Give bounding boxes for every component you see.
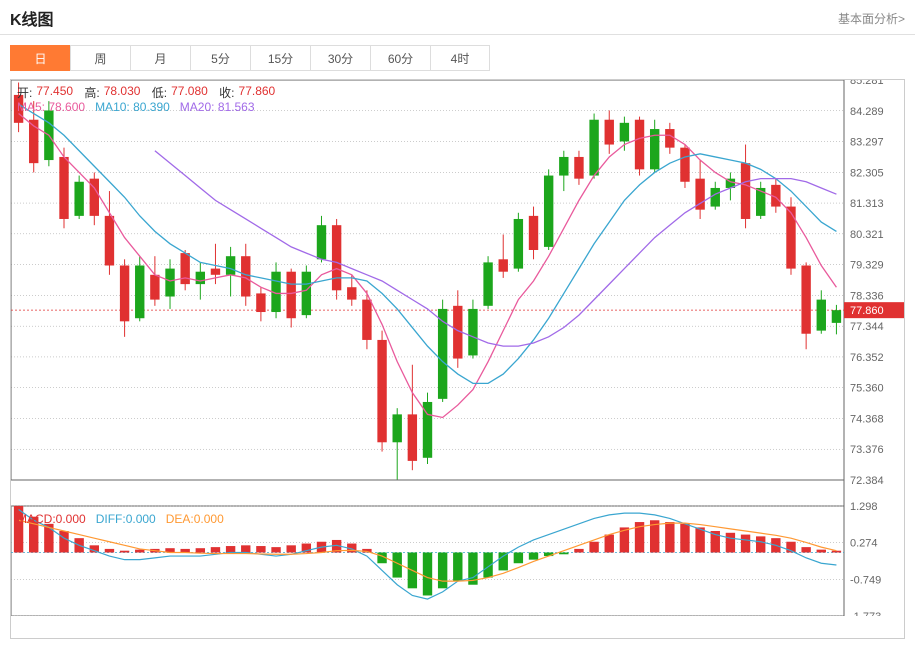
svg-text:78.336: 78.336	[850, 290, 884, 302]
svg-text:84.289: 84.289	[850, 106, 884, 118]
timeframe-tab-0[interactable]: 日	[10, 45, 70, 71]
svg-text:-0.749: -0.749	[850, 574, 881, 586]
svg-text:77.860: 77.860	[850, 305, 884, 317]
ohlc-readout: 开:77.450 高:78.030 低:77.080 收:77.860	[17, 84, 275, 101]
svg-text:1.298: 1.298	[850, 501, 878, 513]
chart-title: K线图	[10, 6, 54, 30]
chart-header: K线图 基本面分析>	[0, 0, 915, 35]
ma-readout: MA5: 78.600 MA10: 80.390 MA20: 81.563	[17, 100, 255, 114]
svg-text:81.313: 81.313	[850, 198, 884, 210]
timeframe-tab-2[interactable]: 月	[130, 45, 190, 71]
svg-text:-1.773: -1.773	[850, 611, 881, 616]
candlestick-svg[interactable]: 85.281 84.289 83.297 82.305 81.313 80.321 79.3…	[11, 80, 904, 616]
svg-text:76.352: 76.352	[850, 352, 884, 364]
svg-text:75.360: 75.360	[850, 383, 884, 395]
timeframe-tab-4[interactable]: 15分	[250, 45, 310, 71]
timeframe-tabs: 日周月5分15分30分60分4时	[0, 35, 915, 71]
chart-area: 开:77.450 高:78.030 低:77.080 收:77.860 MA5:…	[10, 79, 905, 639]
svg-text:77.344: 77.344	[850, 321, 884, 333]
timeframe-tab-7[interactable]: 4时	[430, 45, 490, 71]
svg-text:72.384: 72.384	[850, 475, 884, 487]
svg-text:82.305: 82.305	[850, 167, 884, 179]
svg-text:0.274: 0.274	[850, 538, 878, 550]
svg-text:83.297: 83.297	[850, 137, 884, 149]
timeframe-tab-1[interactable]: 周	[70, 45, 130, 71]
macd-readout: MACD:0.000 DIFF:0.000 DEA:0.000	[17, 512, 224, 526]
fundamental-analysis-link[interactable]: 基本面分析>	[838, 10, 905, 27]
svg-text:80.321: 80.321	[850, 229, 884, 241]
svg-text:79.329: 79.329	[850, 260, 884, 272]
timeframe-tab-6[interactable]: 60分	[370, 45, 430, 71]
timeframe-tab-5[interactable]: 30分	[310, 45, 370, 71]
svg-text:85.281: 85.281	[850, 80, 884, 87]
kline-chart-container: { "header": { "title": "K线图", "fund_link…	[0, 0, 915, 645]
svg-text:74.368: 74.368	[850, 413, 884, 425]
svg-text:73.376: 73.376	[850, 444, 884, 456]
timeframe-tab-3[interactable]: 5分	[190, 45, 250, 71]
